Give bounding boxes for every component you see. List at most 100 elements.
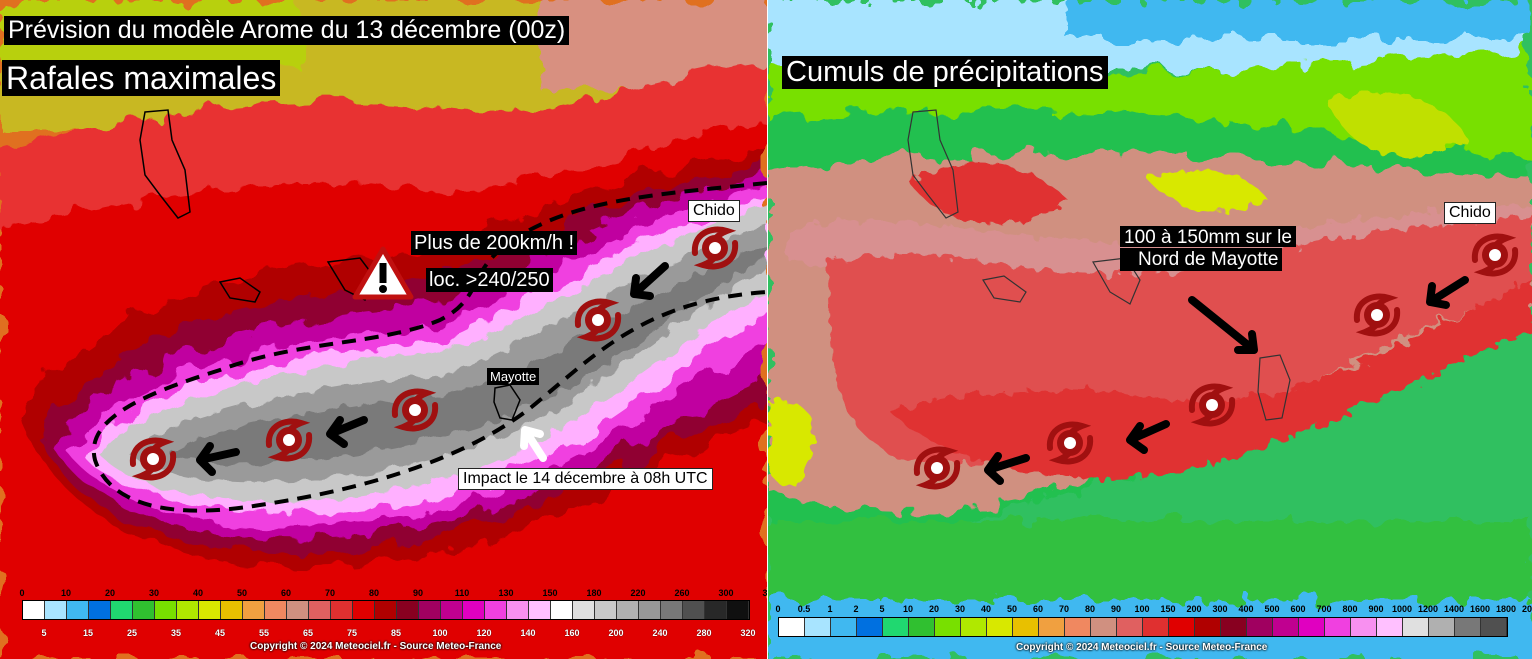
legend-tick-label: 0: [775, 604, 781, 614]
legend-tick-label: 80: [1084, 604, 1096, 614]
legend-tick-label: 70: [1058, 604, 1070, 614]
legend-swatch: [1169, 618, 1195, 636]
legend-tick-label: 50: [1006, 604, 1018, 614]
legend-tick-label: 150: [542, 588, 558, 598]
gusts-map: [0, 0, 767, 659]
legend-tick-label: 100: [1134, 604, 1150, 614]
legend-tick-label: 300: [718, 588, 734, 598]
island-grande-comore: [907, 109, 959, 219]
legend-top-ticks: 0 0.5 1 2 5 10 20 30 40 50 60 70 80 90 100 150 200 300 400…: [775, 604, 1532, 616]
rain-location-label: Nord de Mayotte: [1120, 248, 1283, 271]
legend-swatch: [883, 618, 909, 636]
gusts-title: Rafales maximales: [2, 60, 281, 96]
legend-tick-label: 1000: [1391, 604, 1413, 614]
page-title: Prévision du modèle Arome du 13 décembre…: [4, 16, 570, 45]
arrow-icon: [630, 262, 669, 300]
legend-swatch: [961, 618, 987, 636]
legend-tick-label: 300: [1212, 604, 1228, 614]
island-moheli: [218, 277, 261, 303]
legend-swatch: [45, 601, 67, 619]
legend-tick-label: 2000: [1521, 604, 1532, 614]
legend-swatch: [199, 601, 221, 619]
warning-icon: [352, 246, 414, 300]
legend-tick-label: 800: [1342, 604, 1358, 614]
legend-tick-label: 160: [564, 628, 580, 638]
rain-amount-label: 100 à 150mm sur le: [1120, 226, 1296, 247]
legend-tick-label: 400: [1238, 604, 1254, 614]
legend-swatch: [23, 601, 45, 619]
legend-tick-label: 150: [1160, 604, 1176, 614]
rain-map-panel: Cumuls de précipitations 100 à 150mm sur…: [768, 0, 1532, 659]
legend-tick-label: 1400: [1443, 604, 1465, 614]
legend-swatch: [375, 601, 397, 619]
legend-tick-label: 5: [41, 628, 47, 638]
legend-swatch: [617, 601, 639, 619]
legend-tick-label: 30: [954, 604, 966, 614]
legend-swatch: [1039, 618, 1065, 636]
legend-tick-label: 30: [148, 588, 160, 598]
copyright-text: Copyright © 2024 Meteociel.fr - Source M…: [1016, 642, 1268, 653]
legend-tick-label: 320: [740, 628, 756, 638]
legend-swatch: [1429, 618, 1455, 636]
legend-tick-label: 130: [498, 588, 514, 598]
legend-tick-label: 40: [980, 604, 992, 614]
legend-tick-label: 1600: [1469, 604, 1491, 614]
cyclone-icon: [391, 388, 439, 432]
legend-swatch: [265, 601, 287, 619]
legend-tick-label: 100: [432, 628, 448, 638]
wind-local-label: loc. >240/250: [426, 268, 553, 292]
legend-swatch: [831, 618, 857, 636]
legend-swatch: [441, 601, 463, 619]
legend-swatch: [595, 601, 617, 619]
legend-swatch: [1117, 618, 1143, 636]
legend-tick-label: 50: [236, 588, 248, 598]
legend-tick-label: 120: [476, 628, 492, 638]
legend-swatch: [987, 618, 1013, 636]
legend-tick-label: 60: [1032, 604, 1044, 614]
gusts-legend: 0 10 20 30 40 50 60 70 80 90 110 130 150 180 220 260 300…: [19, 588, 767, 648]
legend-swatch: [1247, 618, 1273, 636]
legend-tick-label: 900: [1368, 604, 1384, 614]
legend-swatch: [1325, 618, 1351, 636]
legend-tick-label: 65: [302, 628, 314, 638]
legend-tick-label: 20: [928, 604, 940, 614]
legend-tick-label: 10: [902, 604, 914, 614]
legend-tick-label: 280: [696, 628, 712, 638]
legend-tick-label: 1: [827, 604, 833, 614]
legend-swatch: [1065, 618, 1091, 636]
cyclone-icon: [574, 298, 622, 342]
legend-swatch: [551, 601, 573, 619]
legend-swatch: [133, 601, 155, 619]
panel-divider: [767, 0, 768, 659]
arrow-icon: [1126, 420, 1170, 454]
legend-swatch: [639, 601, 661, 619]
cyclone-icon: [1353, 293, 1401, 337]
cyclone-icon: [1471, 233, 1519, 277]
storm-name-label: Chido: [688, 200, 740, 222]
legend-tick-label: 60: [280, 588, 292, 598]
legend-tick-label: 1800: [1495, 604, 1517, 614]
island-mayotte: [493, 384, 521, 421]
arrow-icon: [196, 442, 240, 476]
legend-tick-label: 500: [1264, 604, 1280, 614]
legend-swatch: [1013, 618, 1039, 636]
legend-swatch: [727, 601, 749, 619]
legend-swatch: [661, 601, 683, 619]
legend-swatch: [331, 601, 353, 619]
arrow-icon: [1188, 296, 1258, 354]
legend-swatch: [1455, 618, 1481, 636]
legend-tick-label: 2: [853, 604, 859, 614]
arrow-icon: [984, 452, 1030, 485]
legend-swatch: [1221, 618, 1247, 636]
legend-tick-label: 80: [368, 588, 380, 598]
legend-swatch: [529, 601, 551, 619]
legend-swatch: [909, 618, 935, 636]
arrow-icon: [520, 426, 547, 462]
legend-swatch: [463, 601, 485, 619]
legend-swatch: [1091, 618, 1117, 636]
legend-swatch: [779, 618, 805, 636]
island-moheli: [982, 275, 1027, 303]
legend-swatch: [1403, 618, 1429, 636]
legend-tick-label: 110: [454, 588, 470, 598]
